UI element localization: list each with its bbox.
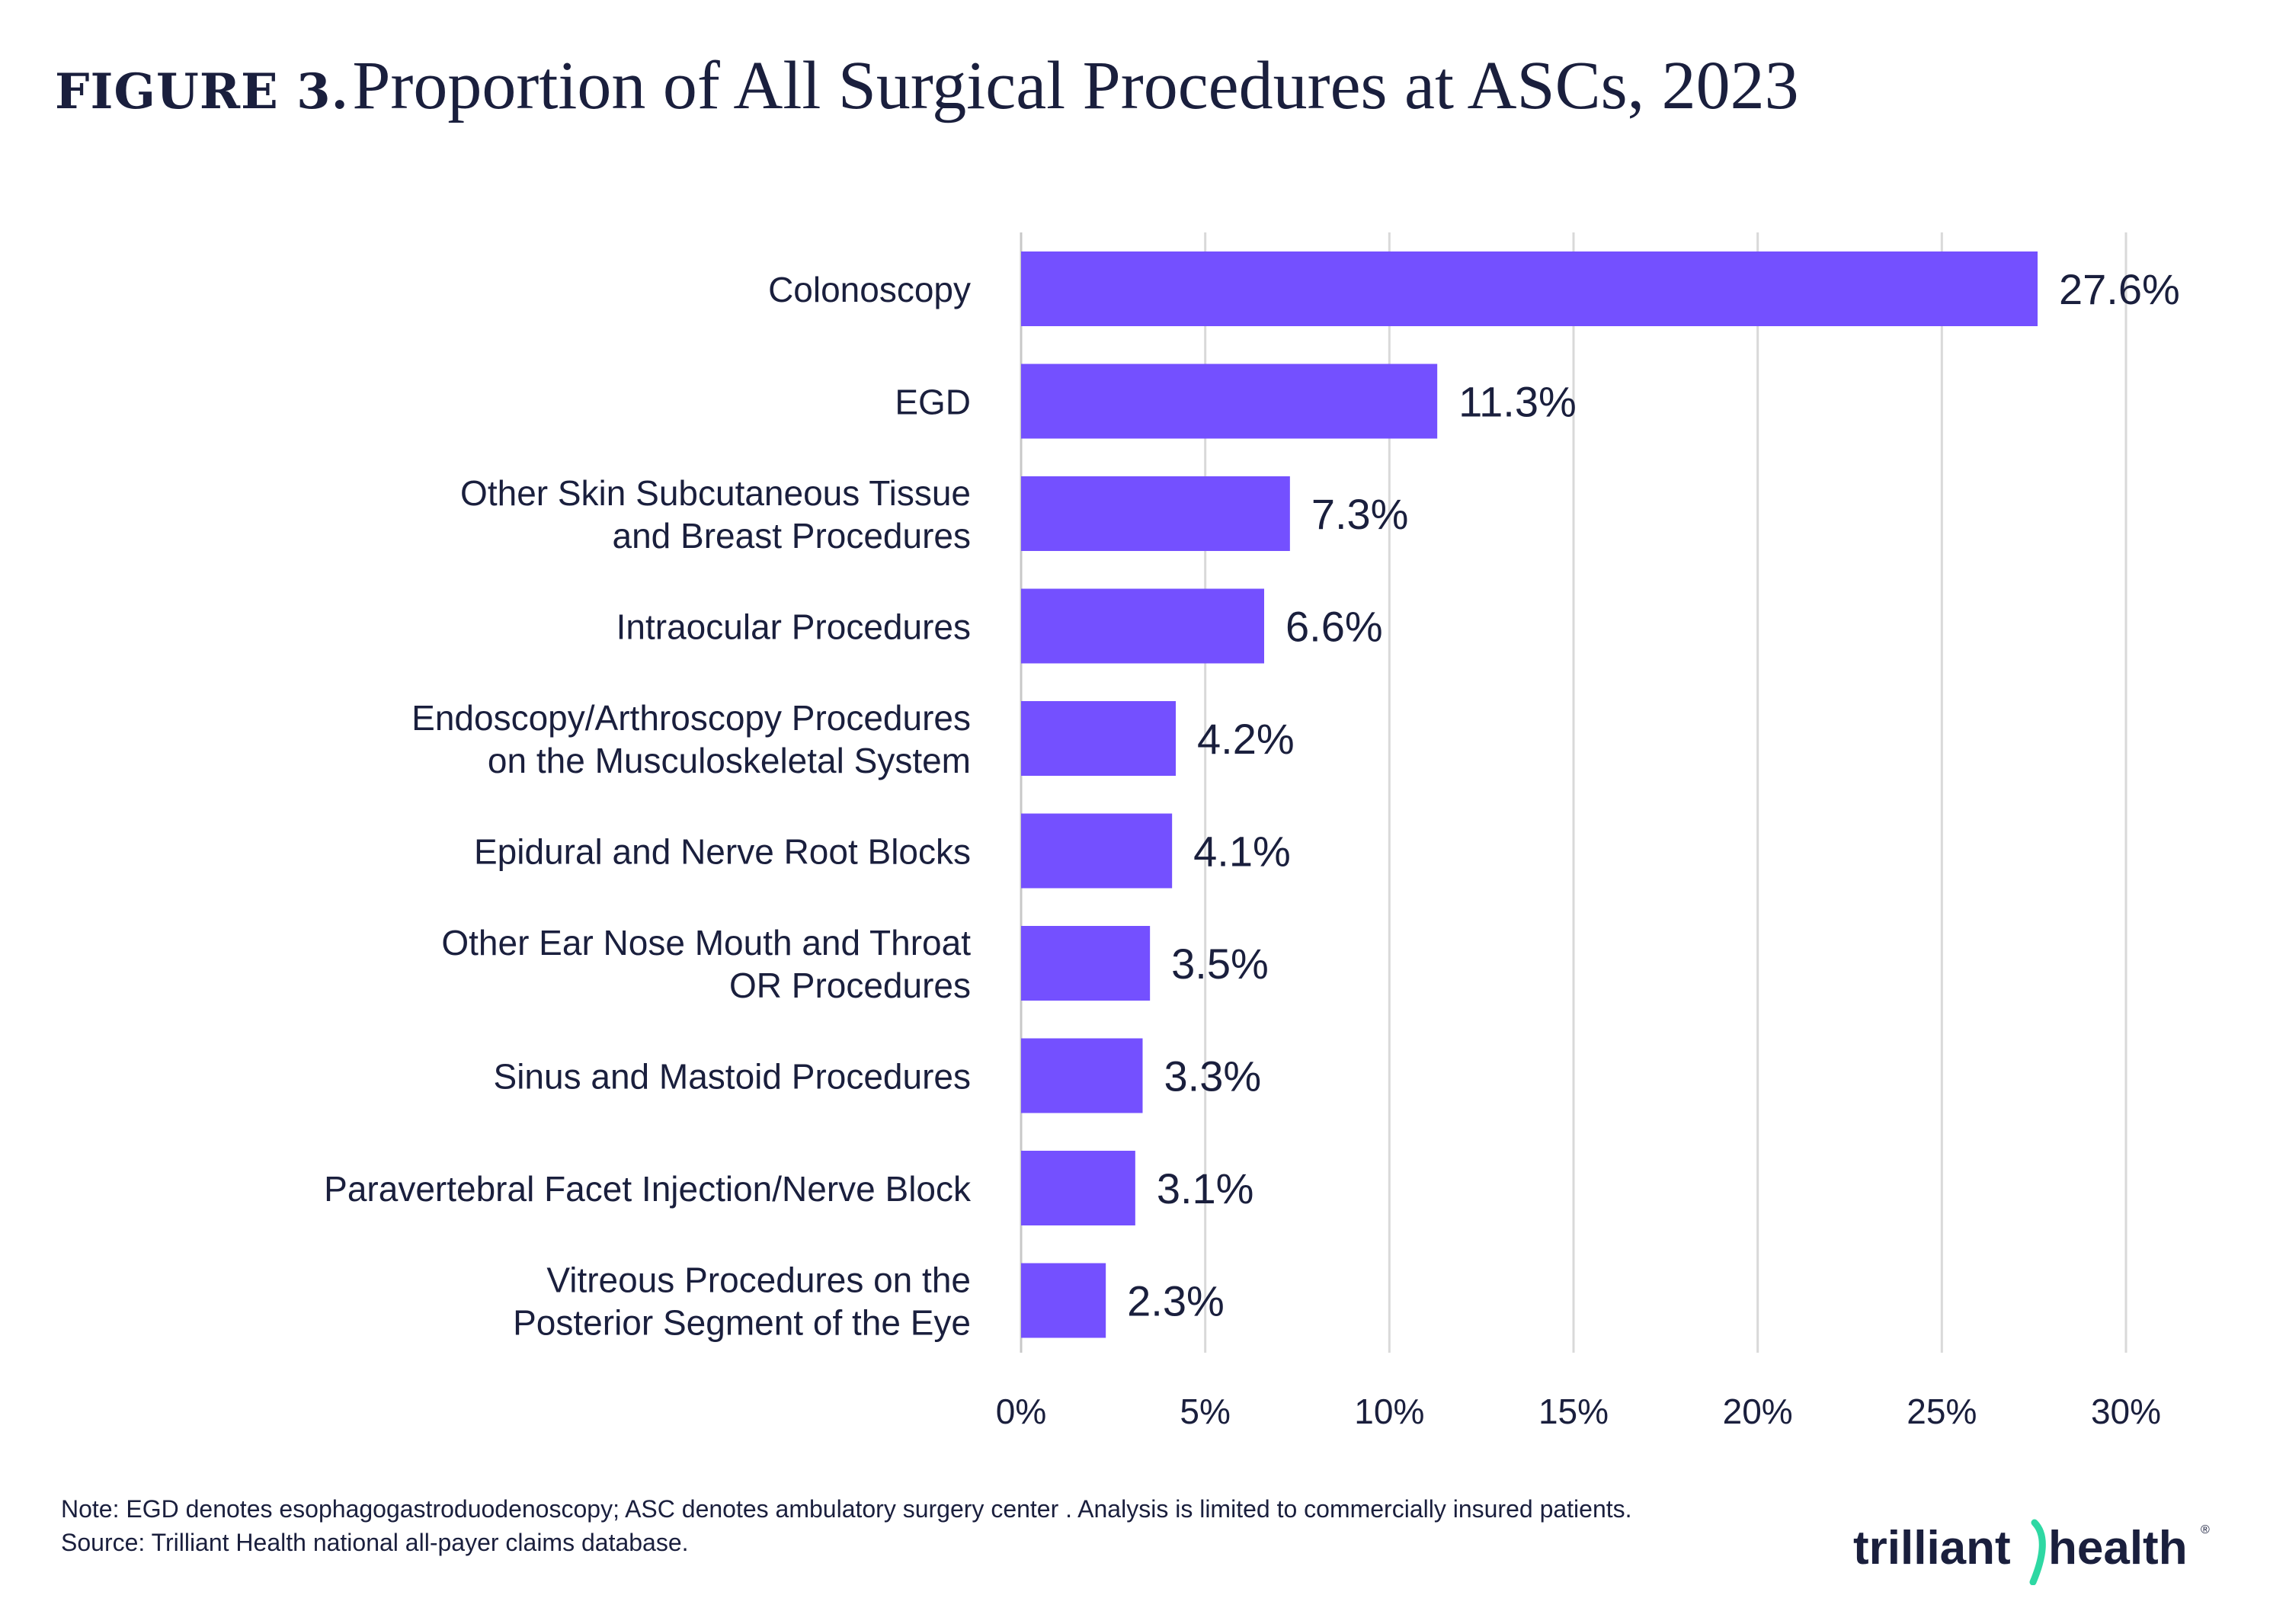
bar [1021, 813, 1173, 889]
category-label: EGD [895, 383, 971, 422]
bar [1021, 588, 1264, 664]
value-label: 3.5% [1171, 940, 1269, 988]
bar [1021, 926, 1151, 1001]
category-label-line: OR Procedures [729, 966, 971, 1005]
x-tick-label: 30% [2091, 1392, 2161, 1431]
category-label-line: Vitreous Procedures on the [546, 1260, 971, 1300]
value-label: 4.2% [1197, 715, 1295, 763]
value-label: 6.6% [1285, 603, 1383, 651]
registered-mark: ® [2201, 1523, 2210, 1536]
bar [1021, 701, 1176, 776]
category-label-line: Other Skin Subcutaneous Tissue [460, 473, 971, 513]
chart-title: FIGURE 3. Proportion of All Surgical Pro… [55, 52, 1799, 120]
x-tick-label: 10% [1354, 1392, 1424, 1431]
category-label: Other Skin Subcutaneous Tissue and Breast… [460, 473, 971, 556]
category-label-line: Intraocular Procedures [616, 607, 971, 647]
value-label: 2.3% [1127, 1277, 1225, 1325]
category-label-line: Sinus and Mastoid Procedures [494, 1057, 971, 1097]
x-tick-label: 0% [996, 1392, 1046, 1431]
bar [1021, 476, 1290, 551]
category-label-line: Posterior Segment of the Eye [513, 1303, 971, 1343]
value-labels: 27.6% 11.3% 7.3% 6.6% 4.2% 4.1% 3.5% 3.3% 3.1% 2.… [1127, 265, 2180, 1325]
category-label: Endoscopy/Arthroscopy Procedures on the M… [411, 698, 971, 780]
x-tick-label: 15% [1538, 1392, 1609, 1431]
footnotes: Note: EGD denotes esophagogastroduodenos… [61, 1492, 1775, 1559]
x-axis-ticks: 0% 5% 10% 15% 20% 25% 30% [996, 1392, 2161, 1431]
category-labels: Colonoscopy EGD Other Skin Subcutaneous Ti… [324, 270, 972, 1343]
value-label: 11.3% [1458, 378, 1577, 426]
bars [1021, 251, 2038, 1338]
bar [1021, 1151, 1135, 1225]
bar-chart: Colonoscopy EGD Other Skin Subcutaneous Ti… [324, 232, 2180, 1431]
category-label: Sinus and Mastoid Procedures [494, 1057, 971, 1097]
category-label-line: Endoscopy/Arthroscopy Procedures [411, 698, 971, 738]
category-label-line: Colonoscopy [768, 270, 971, 309]
x-tick-label: 20% [1723, 1392, 1793, 1431]
bar [1021, 364, 1438, 439]
category-label-line: Other Ear Nose Mouth and Throat [441, 923, 971, 963]
category-label-line: Paravertebral Facet Injection/Nerve Bloc… [324, 1169, 972, 1209]
figure-label: FIGURE 3. [55, 63, 349, 120]
value-label: 7.3% [1311, 490, 1409, 538]
bar [1021, 251, 2038, 326]
category-label: Paravertebral Facet Injection/Nerve Bloc… [324, 1169, 972, 1209]
category-label: Other Ear Nose Mouth and Throat OR Proced… [441, 923, 971, 1005]
logo-text-right: health [2048, 1522, 2188, 1574]
x-tick-label: 25% [1907, 1392, 1977, 1431]
category-label: Intraocular Procedures [616, 607, 971, 647]
category-label: Vitreous Procedures on the Posterior Segm… [513, 1260, 971, 1343]
logo-swoosh-icon [2029, 1519, 2046, 1585]
value-label: 27.6% [2059, 265, 2180, 313]
figure-title-text: Proportion of All Surgical Procedures at… [352, 48, 1799, 123]
value-label: 3.3% [1164, 1052, 1262, 1100]
x-tick-label: 5% [1180, 1392, 1230, 1431]
category-label-line: on the Musculoskeletal System [488, 741, 971, 780]
category-label-line: and Breast Procedures [613, 516, 972, 556]
bar [1021, 1038, 1143, 1113]
trilliant-health-logo: trilliant health ® [1853, 1519, 2210, 1585]
category-label: Colonoscopy [768, 270, 971, 309]
value-label: 3.1% [1157, 1164, 1254, 1212]
bar [1021, 1263, 1106, 1338]
note-text: Note: EGD denotes esophagogastroduodenos… [61, 1495, 1632, 1523]
value-label: 4.1% [1193, 828, 1291, 876]
logo-text-left: trilliant [1853, 1522, 2011, 1574]
category-label-line: Epidural and Nerve Root Blocks [474, 832, 971, 872]
category-label: Epidural and Nerve Root Blocks [474, 832, 971, 872]
source-text: Source: Trilliant Health national all-pa… [61, 1529, 689, 1556]
category-label-line: EGD [895, 383, 971, 422]
